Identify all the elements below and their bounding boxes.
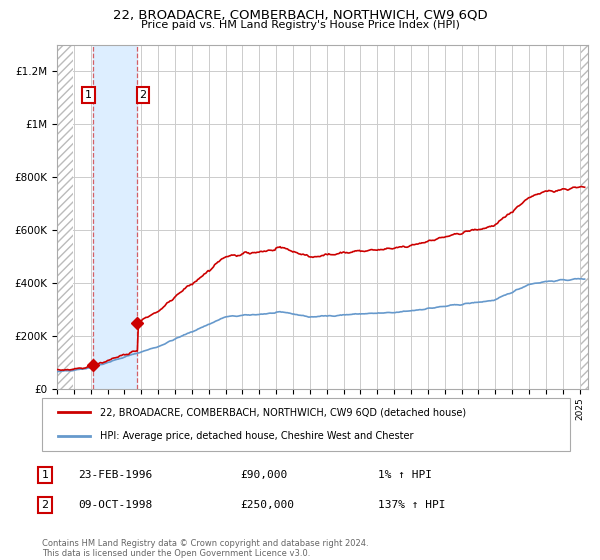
Text: Contains HM Land Registry data © Crown copyright and database right 2024.
This d: Contains HM Land Registry data © Crown c… (42, 539, 368, 558)
Text: £90,000: £90,000 (240, 470, 287, 480)
Text: 137% ↑ HPI: 137% ↑ HPI (378, 500, 445, 510)
Bar (57, 45, 73, 389)
Text: Price paid vs. HM Land Registry's House Price Index (HPI): Price paid vs. HM Land Registry's House … (140, 20, 460, 30)
Text: 1: 1 (41, 470, 49, 480)
Text: £250,000: £250,000 (240, 500, 294, 510)
Text: HPI: Average price, detached house, Cheshire West and Chester: HPI: Average price, detached house, Ches… (100, 431, 413, 441)
Text: 23-FEB-1996: 23-FEB-1996 (78, 470, 152, 480)
Text: 2: 2 (41, 500, 49, 510)
Text: 1% ↑ HPI: 1% ↑ HPI (378, 470, 432, 480)
Text: 1: 1 (85, 90, 92, 100)
Text: 22, BROADACRE, COMBERBACH, NORTHWICH, CW9 6QD: 22, BROADACRE, COMBERBACH, NORTHWICH, CW… (113, 8, 487, 21)
Text: 2: 2 (139, 90, 146, 100)
Bar (93, 45, 137, 389)
Text: 09-OCT-1998: 09-OCT-1998 (78, 500, 152, 510)
FancyBboxPatch shape (42, 398, 570, 451)
Bar (581, 45, 588, 389)
Text: 22, BROADACRE, COMBERBACH, NORTHWICH, CW9 6QD (detached house): 22, BROADACRE, COMBERBACH, NORTHWICH, CW… (100, 408, 466, 418)
